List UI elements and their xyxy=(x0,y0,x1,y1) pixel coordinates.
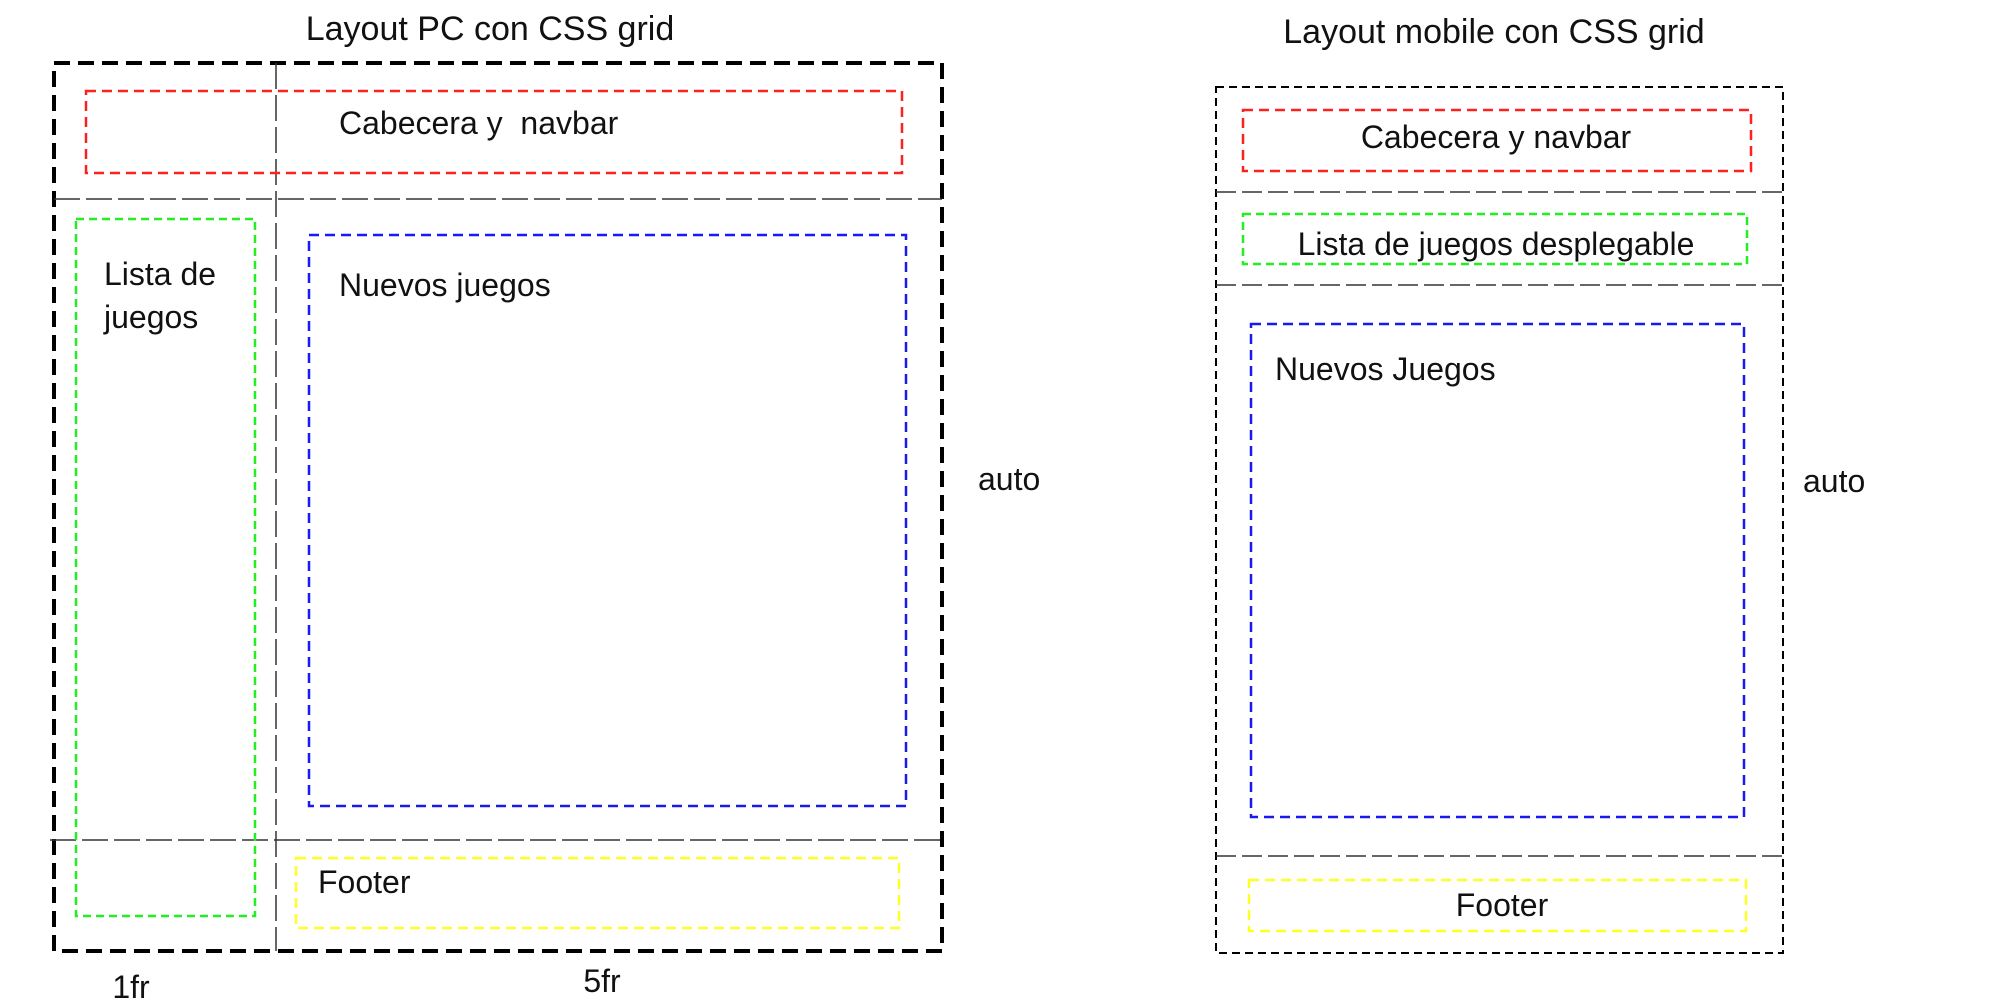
mobile-layout: Layout mobile con CSS grid Cabecera y na… xyxy=(1215,13,1865,954)
mobile-list-label: Lista de juegos desplegable xyxy=(1298,226,1695,262)
mobile-footer-label: Footer xyxy=(1456,887,1549,923)
mobile-list-region xyxy=(1241,212,1749,266)
pc-sidebar-region xyxy=(74,217,257,918)
pc-col-label-1: 1fr xyxy=(112,969,150,1000)
pc-col-label-2: 5fr xyxy=(583,963,621,999)
pc-grid-container xyxy=(52,61,944,953)
pc-header-label: Cabecera y navbar xyxy=(339,105,619,141)
pc-main-label: Nuevos juegos xyxy=(339,267,551,303)
pc-layout-title: Layout PC con CSS grid xyxy=(306,10,675,48)
mobile-main-region xyxy=(1249,322,1746,819)
mobile-footer-region xyxy=(1247,878,1748,933)
pc-main-region xyxy=(307,233,908,808)
mobile-layout-title: Layout mobile con CSS grid xyxy=(1283,13,1704,51)
pc-layout: Layout PC con CSS grid Cabecera y navbar… xyxy=(50,10,1040,1000)
mobile-header-label: Cabecera y navbar xyxy=(1361,119,1632,155)
pc-row-size-label: auto xyxy=(978,461,1040,497)
pc-sidebar-label-line1: Lista de xyxy=(104,256,216,292)
mobile-grid-container xyxy=(1215,86,1784,954)
pc-sidebar-label-line2: juegos xyxy=(103,299,198,335)
mobile-header-region xyxy=(1241,108,1753,173)
pc-footer-label: Footer xyxy=(318,864,411,900)
pc-header-region xyxy=(84,89,904,175)
mobile-main-label: Nuevos Juegos xyxy=(1275,351,1496,387)
mobile-row-size-label: auto xyxy=(1803,463,1865,499)
